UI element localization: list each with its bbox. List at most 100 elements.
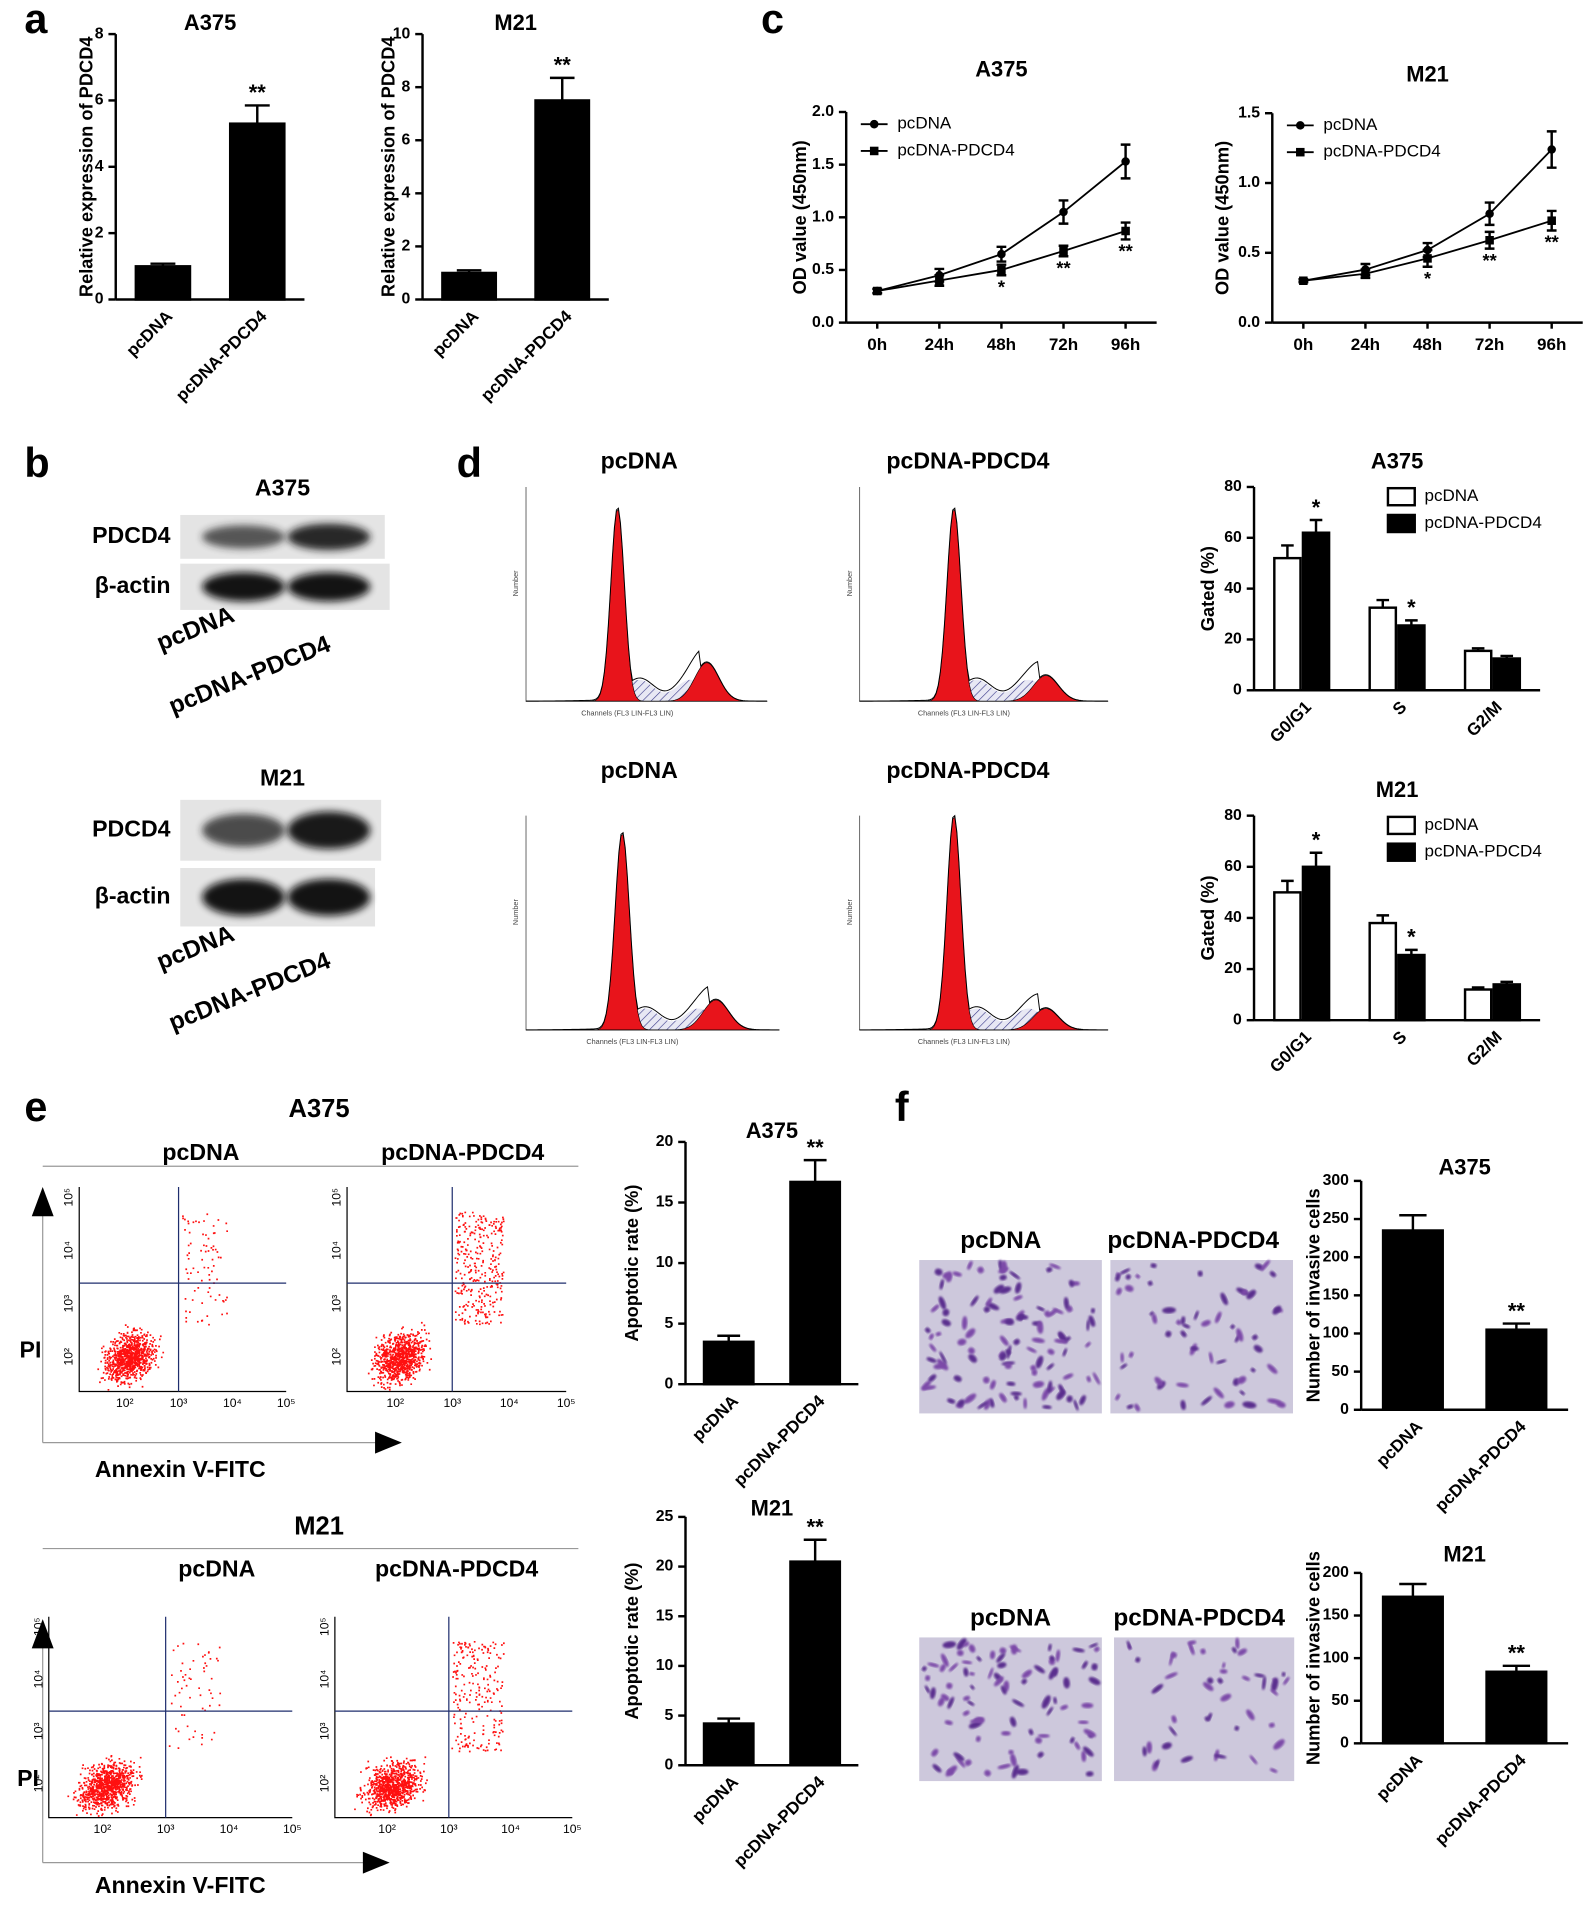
s-phase-area	[859, 1008, 1108, 1030]
cell-cycle-histogram: pcDNA-PDCD4 Channels (FL3 LIN-FL3 LIN) Num…	[845, 757, 1108, 1046]
error-bar	[1399, 1214, 1427, 1231]
stained-cell	[1046, 1363, 1055, 1371]
blot-row-label: PDCD4	[92, 522, 171, 548]
chart: 0.0 0.5 1.0 1.5 M21 OD value (450nm) 0h 24h 48h 7…	[1211, 61, 1583, 354]
stained-cell	[930, 1304, 940, 1313]
significance-label: *	[1424, 268, 1432, 289]
stained-cell	[947, 1696, 955, 1709]
stained-cell	[1134, 1403, 1141, 1412]
stained-cell	[984, 1769, 991, 1777]
x-tick-label: 24h	[925, 335, 954, 354]
legend-label: pcDNA-PDCD4	[897, 140, 1014, 159]
significance-label: **	[554, 53, 572, 78]
stained-cell	[924, 1685, 930, 1694]
stained-cell	[989, 1650, 996, 1660]
stained-cell	[1151, 1684, 1164, 1694]
y-tick-label: 4	[402, 184, 411, 201]
stained-cell	[1054, 1338, 1067, 1344]
marker	[1121, 226, 1130, 236]
stained-cell	[1044, 1310, 1051, 1318]
x-tick-label: pcDNA-PDCD4	[1431, 1750, 1530, 1849]
image-label: pcDNA-PDCD4	[1113, 1605, 1285, 1632]
stained-cell	[963, 1667, 969, 1677]
stained-cell	[1065, 1336, 1071, 1342]
stained-cell	[1062, 1373, 1074, 1380]
y-tick-label: 8	[402, 78, 411, 95]
stained-cell	[929, 1343, 937, 1352]
stained-cell	[1115, 1273, 1121, 1282]
y-tick-label: 10⁵	[330, 1188, 344, 1207]
stained-cell	[1041, 1695, 1051, 1709]
x-tick-label: 72h	[1475, 335, 1504, 354]
marker	[872, 286, 882, 296]
stained-cell	[957, 1338, 967, 1346]
bar	[1485, 1670, 1548, 1745]
y-tick-label: 150	[1323, 1607, 1350, 1624]
y-tick-label: 200	[1323, 1248, 1350, 1265]
stained-cell	[1049, 1655, 1055, 1662]
y-tick-label: 2	[402, 238, 411, 255]
stained-cell	[1091, 1663, 1098, 1671]
stained-cell	[1055, 1649, 1061, 1663]
y-tick-label: 10	[656, 1254, 674, 1271]
stained-cell	[934, 1268, 943, 1276]
group-title: M21	[294, 1513, 344, 1541]
panel-letter: c	[761, 0, 784, 42]
stained-cell	[1128, 1351, 1134, 1358]
transwell-images: pcDNA pcDNA-PDCD4	[919, 1227, 1293, 1414]
stained-cell	[999, 1647, 1007, 1654]
legend-swatch	[1386, 486, 1416, 507]
blot-band	[287, 523, 371, 551]
stained-cell	[1000, 1685, 1007, 1695]
significance-label: *	[1312, 828, 1321, 853]
x-tick-label: 10²	[386, 1396, 404, 1410]
stained-cell	[1073, 1399, 1079, 1411]
stained-cell	[925, 1327, 931, 1334]
legend-swatch	[1386, 513, 1416, 534]
stained-cell	[1013, 1338, 1020, 1346]
chart: 0 20 40 60 80 A375 Gated (%) * G0/G1 * S G2/M pcDNA p…	[1197, 448, 1542, 746]
stained-cell	[1162, 1307, 1176, 1314]
stained-cell	[1126, 1640, 1132, 1650]
y-tick-label: 10	[393, 25, 411, 42]
stained-cell	[1021, 1669, 1033, 1679]
stained-cell	[1150, 1263, 1157, 1269]
bar	[1381, 1595, 1444, 1745]
bar	[1492, 657, 1522, 692]
stained-cell	[1037, 1751, 1044, 1758]
chart: 0 5 10 15 20 A375 Apoptotic rate (%) pcDNA ** pcD…	[621, 1118, 859, 1490]
stained-cell	[1215, 1311, 1222, 1324]
stained-cell	[963, 1641, 970, 1647]
blot-title: M21	[260, 764, 305, 790]
histogram-y-label: Number	[511, 899, 520, 926]
stained-cell	[1271, 1677, 1279, 1692]
bar	[134, 265, 192, 301]
marker	[1059, 246, 1068, 256]
error-bar	[1405, 619, 1418, 626]
stained-cell	[988, 1667, 994, 1680]
histogram-title: pcDNA-PDCD4	[886, 757, 1049, 783]
y-axis-label: Apoptotic rate (%)	[621, 1184, 642, 1341]
stained-cell	[929, 1333, 934, 1340]
x-tick-label: pcDNA	[123, 307, 177, 361]
y-tick-label: 60	[1224, 858, 1242, 875]
x-tick-label: 10⁵	[563, 1822, 582, 1836]
stained-cell	[1224, 1401, 1235, 1409]
y-axis-label: PI	[17, 1765, 39, 1791]
marker	[997, 249, 1006, 259]
x-tick-label: pcDNA-PDCD4	[730, 1391, 829, 1490]
chart-title: M21	[1443, 1542, 1486, 1567]
stained-cell	[970, 1717, 985, 1724]
x-tick-label: pcDNA-PDCD4	[172, 306, 271, 405]
stained-cell	[1090, 1307, 1096, 1314]
blot-row-label: PDCD4	[92, 815, 171, 841]
y-tick-label: 6	[402, 131, 411, 148]
stained-cell	[940, 1693, 950, 1701]
y-tick-label: 20	[656, 1558, 674, 1575]
significance-label: *	[998, 276, 1006, 297]
stained-cell	[1047, 1348, 1055, 1355]
stained-cell	[1004, 1362, 1012, 1369]
stained-cell	[1201, 1320, 1211, 1327]
stained-cell	[939, 1279, 944, 1290]
stained-cell	[1010, 1644, 1018, 1655]
